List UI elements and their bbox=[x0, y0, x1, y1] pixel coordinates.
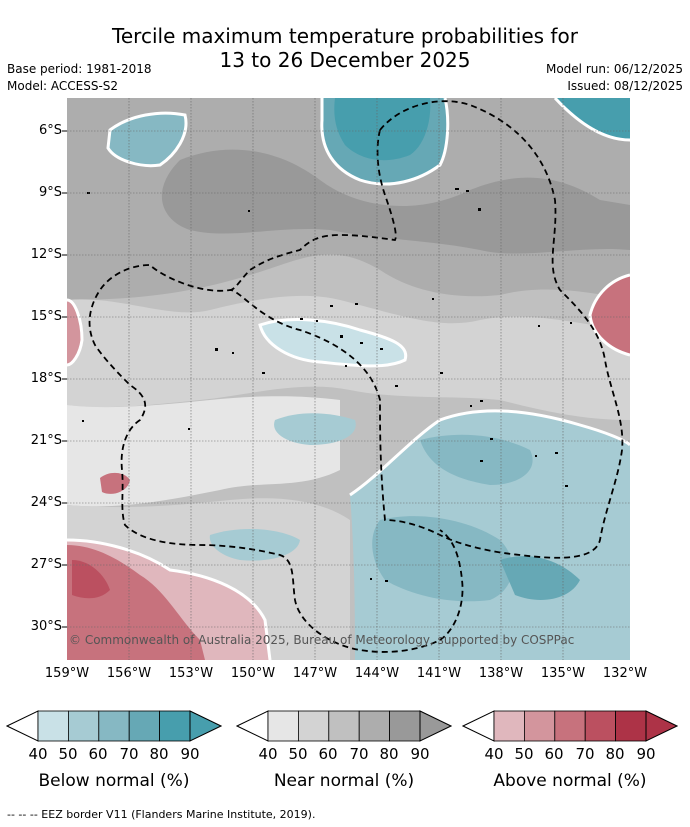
x-tick-label: 156°W bbox=[106, 666, 152, 681]
colorbar-min-arrow bbox=[6, 710, 39, 742]
probability-map bbox=[62, 98, 630, 660]
colorbar-tick: 50 bbox=[58, 745, 78, 763]
colorbar-below-normal bbox=[6, 710, 222, 742]
colorbar-tick: 70 bbox=[119, 745, 139, 763]
base-period: Base period: 1981-2018 bbox=[7, 62, 152, 76]
below-normal-se-70 bbox=[500, 556, 580, 600]
y-tick-label: 9°S bbox=[38, 185, 62, 200]
colorbar-box bbox=[298, 710, 330, 742]
colorbar-box bbox=[98, 710, 130, 742]
y-tick-label: 30°S bbox=[30, 619, 62, 634]
colorbar-box bbox=[267, 710, 299, 742]
colorbar-tick: 80 bbox=[605, 745, 625, 763]
colorbar-tick: 40 bbox=[28, 745, 48, 763]
above-normal-80-sw bbox=[72, 560, 110, 599]
above-normal-60-sw bbox=[67, 545, 205, 660]
colorbar-box bbox=[615, 710, 647, 742]
colorbar-min-arrow bbox=[462, 710, 495, 742]
meta-left: Base period: 1981-2018 Model: ACCESS-S2 bbox=[7, 61, 152, 95]
x-tick-label: 135°W bbox=[540, 666, 586, 681]
colorbar-tick: 50 bbox=[288, 745, 308, 763]
colorbar-tick: 80 bbox=[149, 745, 169, 763]
x-tick-label: 153°W bbox=[168, 666, 214, 681]
colorbar-box bbox=[358, 710, 390, 742]
colorbar-tick: 90 bbox=[410, 745, 430, 763]
white-contours bbox=[67, 98, 630, 660]
map-field bbox=[67, 98, 630, 660]
colorbar-above-normal bbox=[462, 710, 678, 742]
issued-date: Issued: 08/12/2025 bbox=[567, 79, 683, 93]
x-tick-label: 132°W bbox=[602, 666, 648, 681]
colorbar-box bbox=[159, 710, 191, 742]
colorbar-tick: 60 bbox=[544, 745, 564, 763]
x-tick-label: 150°W bbox=[230, 666, 276, 681]
colorbar-max-arrow bbox=[645, 710, 678, 742]
title-line-1: Tercile maximum temperature probabilitie… bbox=[112, 24, 578, 48]
colorbar-tick: 40 bbox=[258, 745, 278, 763]
colorbar-tick: 90 bbox=[636, 745, 656, 763]
below-normal-n-90 bbox=[334, 98, 431, 161]
y-tick-label: 21°S bbox=[30, 433, 62, 448]
below-normal-se-60b bbox=[372, 516, 513, 602]
colorbar-max-arrow bbox=[419, 710, 452, 742]
tick-marks bbox=[62, 130, 67, 628]
copyright-text: © Commonwealth of Australia 2025, Bureau… bbox=[69, 633, 575, 647]
colorbar-segments bbox=[236, 710, 452, 742]
colorbar-box bbox=[37, 710, 69, 742]
y-tick-label: 12°S bbox=[30, 247, 62, 262]
y-tick-label: 24°S bbox=[30, 495, 62, 510]
eez-footnote: -- -- -- EEZ border V11 (Flanders Marine… bbox=[7, 808, 316, 821]
y-tick-label: 18°S bbox=[30, 371, 62, 386]
x-tick-label: 147°W bbox=[292, 666, 338, 681]
below-normal-se-60 bbox=[420, 434, 533, 485]
title-line-2: 13 to 26 December 2025 bbox=[219, 48, 471, 72]
colorbar-tick: 60 bbox=[318, 745, 338, 763]
colorbar-tick: 40 bbox=[484, 745, 504, 763]
colorbar-tick: 70 bbox=[349, 745, 369, 763]
colorbar-box bbox=[524, 710, 556, 742]
below-normal-sw bbox=[209, 528, 300, 561]
colorbar-box bbox=[493, 710, 525, 742]
below-normal-ne bbox=[555, 98, 630, 140]
x-tick-label: 141°W bbox=[416, 666, 462, 681]
colorbar-box bbox=[328, 710, 360, 742]
colorbar-tick: 80 bbox=[379, 745, 399, 763]
colorbar-box bbox=[554, 710, 586, 742]
meta-right: Model run: 06/12/2025 Issued: 08/12/2025 bbox=[546, 61, 683, 95]
y-tick-label: 6°S bbox=[38, 123, 62, 138]
colorbar-segments bbox=[6, 710, 222, 742]
colorbar-near-normal bbox=[236, 710, 452, 742]
chart-title: Tercile maximum temperature probabilitie… bbox=[0, 24, 690, 72]
colorbar-box bbox=[68, 710, 100, 742]
islands bbox=[82, 188, 572, 582]
above-normal-title: Above normal (%) bbox=[493, 771, 647, 791]
below-normal-nw bbox=[108, 113, 186, 166]
colorbar-tick: 70 bbox=[575, 745, 595, 763]
x-tick-label: 138°W bbox=[478, 666, 524, 681]
colorbar-tick: 90 bbox=[180, 745, 200, 763]
model-name: Model: ACCESS-S2 bbox=[7, 79, 119, 93]
eez-border bbox=[88, 100, 624, 653]
colorbar-box bbox=[389, 710, 421, 742]
colorbar-tick: 60 bbox=[88, 745, 108, 763]
near-normal-70 bbox=[162, 149, 630, 254]
colorbar-min-arrow bbox=[236, 710, 269, 742]
near-normal-title: Near normal (%) bbox=[273, 771, 415, 791]
x-tick-label: 159°W bbox=[44, 666, 90, 681]
colorbar-max-arrow bbox=[189, 710, 222, 742]
below-normal-title: Below normal (%) bbox=[38, 771, 190, 791]
model-run: Model run: 06/12/2025 bbox=[545, 62, 683, 76]
below-normal-central bbox=[260, 319, 406, 366]
y-tick-label: 27°S bbox=[30, 557, 62, 572]
gridlines bbox=[67, 98, 630, 660]
colorbar-box bbox=[584, 710, 616, 742]
colorbar-tick: 50 bbox=[514, 745, 534, 763]
x-tick-label: 144°W bbox=[354, 666, 400, 681]
y-tick-label: 15°S bbox=[30, 309, 62, 324]
colorbar-box bbox=[128, 710, 160, 742]
colorbar-segments bbox=[462, 710, 678, 742]
